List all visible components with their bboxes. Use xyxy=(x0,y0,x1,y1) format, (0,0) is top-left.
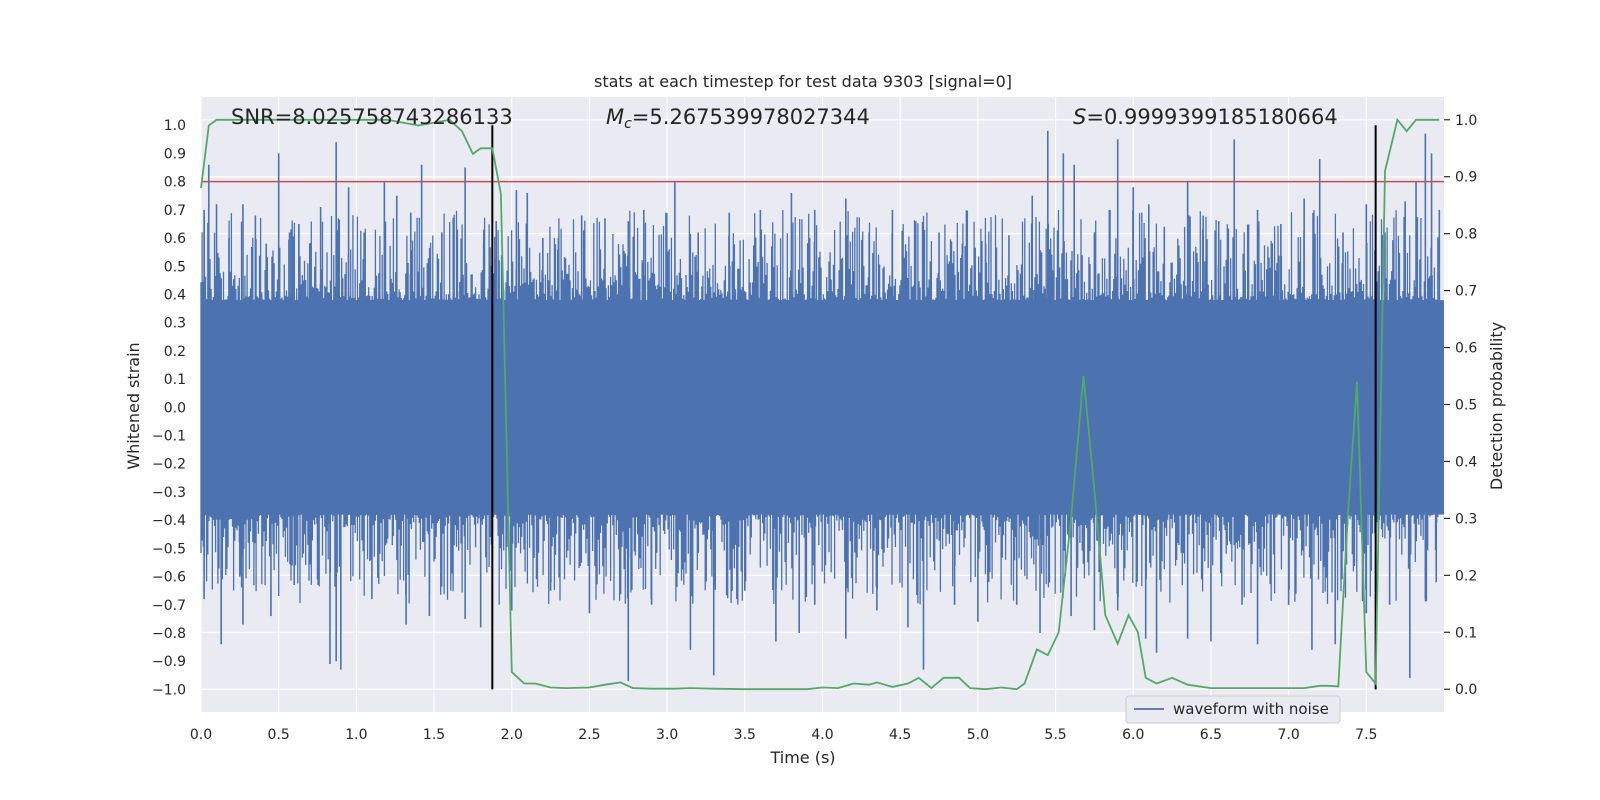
x-tick-label: 1.0 xyxy=(345,727,367,743)
y-right-tick-label: 0.9 xyxy=(1455,170,1477,186)
x-tick-label: 6.0 xyxy=(1122,727,1144,743)
y-tick-label: −0.3 xyxy=(152,485,186,501)
x-tick-label: 2.0 xyxy=(501,727,523,743)
score-value: =0.9999399185180664 xyxy=(1086,105,1337,129)
chirp-mass-annotation: Mc=5.267539978027344 xyxy=(606,105,870,132)
y-right-tick-label: 0.0 xyxy=(1455,682,1477,698)
y-right-tick-label: 0.1 xyxy=(1455,625,1477,641)
x-tick-label: 0.0 xyxy=(190,727,212,743)
score-symbol: S xyxy=(1073,105,1086,129)
detection-probability-line xyxy=(200,117,1440,691)
x-tick-label: 5.0 xyxy=(967,727,989,743)
y-right-tick-label: 0.6 xyxy=(1455,341,1477,357)
chirp-mass-value: =5.267539978027344 xyxy=(632,105,870,129)
y-tick-label: 0.6 xyxy=(164,231,186,247)
y-tick-label: −0.9 xyxy=(152,654,186,670)
x-axis-label: Time (s) xyxy=(769,748,835,767)
legend-label-waveform: waveform with noise xyxy=(1173,700,1329,718)
y-tick-label: 0.4 xyxy=(164,287,186,303)
x-tick-label: 4.0 xyxy=(811,727,833,743)
chirp-mass-symbol: M xyxy=(606,105,624,129)
y-tick-label: 0.2 xyxy=(164,344,186,360)
legend-box xyxy=(1125,695,1341,724)
probability-series xyxy=(200,117,1440,691)
y-right-tick-label: 0.2 xyxy=(1455,568,1477,584)
x-tick-label: 0.5 xyxy=(268,727,290,743)
x-tick-label: 3.5 xyxy=(734,727,756,743)
y-right-tick-label: 0.4 xyxy=(1455,454,1477,470)
y-tick-label: 0.3 xyxy=(164,316,186,332)
score-annotation: S=0.9999399185180664 xyxy=(1073,105,1338,129)
y-tick-label: 1.0 xyxy=(164,118,186,134)
y-tick-label: 0.1 xyxy=(164,372,186,388)
x-tick-label: 5.5 xyxy=(1044,727,1066,743)
waveform-series xyxy=(200,130,1444,681)
y-right-tick-label: 0.5 xyxy=(1455,398,1477,414)
x-tick-label: 6.5 xyxy=(1200,727,1222,743)
y-tick-label: 0.0 xyxy=(164,400,186,416)
x-tick-label: 7.0 xyxy=(1277,727,1299,743)
y-right-axis-label: Detection probability xyxy=(1487,322,1506,490)
y-tick-label: 0.9 xyxy=(164,146,186,162)
y-tick-label: −0.4 xyxy=(152,513,186,529)
y-tick-label: −0.6 xyxy=(152,570,186,586)
chirp-mass-subscript: c xyxy=(624,116,632,132)
x-axis-ticks: 0.0 0.5 1.0 1.5 2.0 2.5 3.0 3.5 4.0 4.5 5.0 5.5 6.0 6… xyxy=(190,727,1378,743)
y-right-axis-ticks: 0.0 0.1 0.2 0.3 0.4 0.5 0.6 0.7 0.8 0.9 1.0 xyxy=(1444,113,1477,698)
y-axis-label: Whitened strain xyxy=(124,342,143,469)
waveform-noise xyxy=(200,210,1439,605)
vertical-marker-lines xyxy=(491,125,1377,690)
x-tick-label: 3.0 xyxy=(656,727,678,743)
y-axis-ticks: −1.0 −0.9 −0.8 −0.7 −0.6 −0.5 −0.4 −0.3 −0.2 −0.1… xyxy=(152,118,186,698)
legend: waveform with noise xyxy=(1125,695,1341,724)
y-right-tick-label: 0.7 xyxy=(1455,284,1477,300)
x-tick-label: 2.5 xyxy=(578,727,600,743)
y-tick-label: −0.1 xyxy=(152,429,186,445)
y-right-tick-label: 1.0 xyxy=(1455,113,1477,129)
y-tick-label: 0.5 xyxy=(164,259,186,275)
x-tick-label: 4.5 xyxy=(889,727,911,743)
y-tick-label: 0.8 xyxy=(164,175,186,191)
y-right-tick-label: 0.3 xyxy=(1455,511,1477,527)
y-tick-label: −0.7 xyxy=(152,598,186,614)
snr-annotation: SNR=8.025758743286133 xyxy=(231,105,513,129)
y-tick-label: 0.7 xyxy=(164,203,186,219)
y-tick-label: −0.2 xyxy=(152,457,186,473)
y-tick-label: −0.5 xyxy=(152,541,186,557)
y-tick-label: −1.0 xyxy=(152,682,186,698)
y-right-tick-label: 0.8 xyxy=(1455,227,1477,243)
x-tick-label: 1.5 xyxy=(423,727,445,743)
chart-title: stats at each timestep for test data 930… xyxy=(594,72,1012,91)
x-tick-label: 7.5 xyxy=(1355,727,1377,743)
y-tick-label: −0.8 xyxy=(152,626,186,642)
